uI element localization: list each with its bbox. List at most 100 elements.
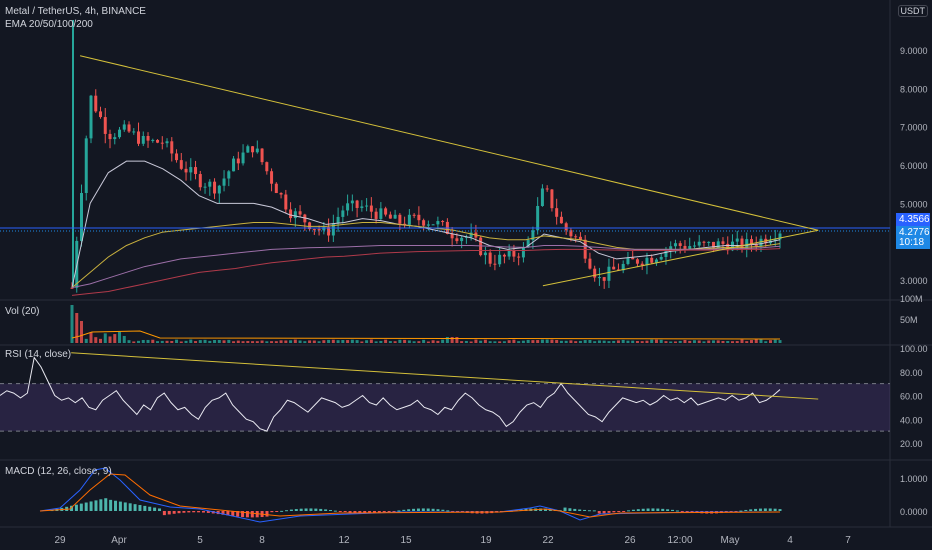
candle — [493, 263, 497, 265]
candle — [360, 206, 364, 208]
volume-bar — [369, 339, 373, 343]
macd-bar — [192, 511, 196, 513]
volume-label[interactable]: Vol (20) — [5, 306, 40, 317]
candle — [146, 135, 150, 141]
macd-bar — [84, 502, 88, 511]
price-axis-tick: 5.0000 — [900, 199, 928, 209]
candle — [702, 241, 706, 243]
volume-bar — [540, 339, 544, 343]
macd-bar — [382, 511, 386, 513]
candle — [545, 188, 549, 190]
macd-bar — [666, 509, 670, 511]
candle — [517, 256, 521, 258]
candle — [441, 221, 445, 223]
candle — [507, 250, 511, 257]
candle — [650, 257, 654, 263]
candle — [683, 245, 687, 249]
macd-bar — [133, 504, 137, 511]
price-axis-tick: 3.0000 — [900, 276, 928, 286]
candle — [688, 246, 692, 249]
candle — [578, 236, 582, 240]
volume-bar — [289, 340, 293, 343]
candle — [374, 211, 378, 219]
symbol-title[interactable]: Metal / TetherUS, 4h, BINANCE — [5, 6, 146, 17]
macd-bar — [758, 508, 762, 511]
candle — [175, 153, 179, 161]
candle — [398, 214, 402, 224]
volume-bar — [246, 340, 250, 343]
volume-bar — [108, 336, 112, 343]
candle — [241, 152, 245, 164]
volume-bar — [626, 340, 630, 343]
macd-bar — [128, 503, 132, 511]
volume-ma-line — [71, 330, 781, 340]
macd-bar — [568, 508, 572, 511]
volume-bar — [393, 341, 397, 343]
macd-label[interactable]: MACD (12, 26, close, 9) — [5, 466, 112, 477]
volume-bar — [583, 340, 587, 343]
candle — [621, 263, 625, 271]
volume-bar — [213, 339, 217, 343]
candle — [607, 266, 611, 281]
candle — [707, 241, 711, 243]
macd-bar — [358, 511, 362, 514]
volume-bar — [241, 341, 245, 343]
macd-bar — [412, 508, 416, 511]
time-axis-label: 19 — [480, 535, 492, 546]
macd-bar — [104, 498, 108, 511]
candle — [99, 111, 103, 118]
signal-line — [39, 473, 781, 518]
volume-bar — [265, 341, 269, 343]
time-axis-label: Apr — [111, 535, 127, 546]
volume-bar — [578, 340, 582, 343]
volume-bar — [350, 339, 354, 343]
volume-bar — [550, 339, 554, 343]
macd-bar — [74, 504, 78, 511]
ema-indicator-label[interactable]: EMA 20/50/100/200 — [5, 19, 93, 30]
candle — [393, 214, 397, 219]
candle — [422, 220, 426, 226]
volume-bar — [711, 340, 715, 343]
volume-bar — [464, 340, 468, 343]
price-badge-last: 4.2776 — [896, 226, 930, 239]
volume-bar — [659, 339, 663, 343]
volume-bar — [388, 341, 392, 343]
candle — [156, 139, 160, 143]
volume-bar — [602, 340, 606, 343]
volume-bar — [678, 340, 682, 343]
rsi-label[interactable]: RSI (14, close) — [5, 349, 72, 360]
candle — [749, 239, 753, 245]
countdown-badge: 10:18 — [896, 236, 930, 249]
candle — [616, 269, 620, 271]
candle — [208, 181, 212, 187]
volume-bar — [745, 341, 749, 343]
macd-bar — [314, 508, 318, 511]
volume-bar — [303, 341, 307, 343]
currency-selector[interactable]: USDT — [897, 5, 928, 17]
time-axis-label: 26 — [624, 535, 636, 546]
volume-bar — [203, 339, 207, 343]
volume-bar — [697, 340, 701, 343]
volume-bar — [365, 340, 369, 343]
volume-bar — [156, 341, 160, 343]
macd-bar — [79, 503, 83, 511]
volume-bar — [374, 341, 378, 343]
candle — [137, 131, 141, 144]
volume-bar — [726, 340, 730, 343]
volume-bar — [322, 340, 326, 343]
candle — [94, 95, 98, 112]
ema-line — [71, 160, 781, 288]
rsi-axis-tick: 20.00 — [900, 439, 923, 449]
candle — [260, 148, 264, 163]
volume-bar — [616, 340, 620, 343]
candle — [745, 239, 749, 249]
time-axis-label: 12 — [338, 535, 350, 546]
candle — [331, 223, 335, 236]
candle — [232, 158, 236, 172]
volume-bar — [445, 337, 449, 343]
macd-bar — [416, 508, 420, 511]
macd-bar — [94, 500, 98, 511]
candle — [569, 230, 573, 237]
volume-bar — [99, 338, 103, 343]
